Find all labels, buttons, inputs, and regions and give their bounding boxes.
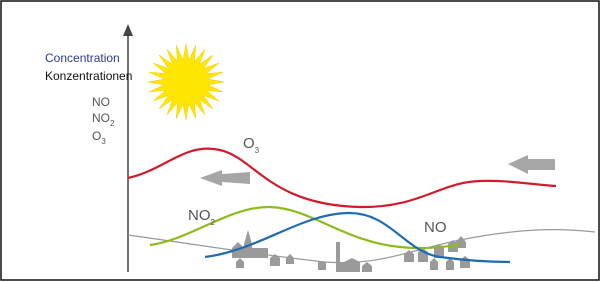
legend-text: NO bbox=[92, 95, 110, 109]
legend-text: NO bbox=[92, 111, 110, 125]
curve-label-text: NO bbox=[424, 219, 447, 236]
axis-label-de: Konzentrationen bbox=[45, 69, 132, 83]
curve-label-subscript: 2 bbox=[211, 218, 216, 227]
curve-label-text: O bbox=[243, 135, 255, 152]
frame bbox=[1, 1, 599, 280]
curve-label-subscript: 3 bbox=[255, 146, 260, 155]
sun bbox=[148, 44, 224, 120]
legend-subscript: 2 bbox=[110, 119, 115, 128]
curve-label-text: NO bbox=[188, 207, 211, 224]
legend-text: O bbox=[92, 129, 101, 143]
curve-label: NO bbox=[424, 219, 447, 236]
legend-item: NO bbox=[92, 95, 110, 109]
axis-label-en: Concentration bbox=[45, 51, 120, 65]
diagram: Concentration Konzentrationen NO NO2 O3 … bbox=[0, 0, 601, 282]
legend-subscript: 3 bbox=[101, 137, 106, 146]
